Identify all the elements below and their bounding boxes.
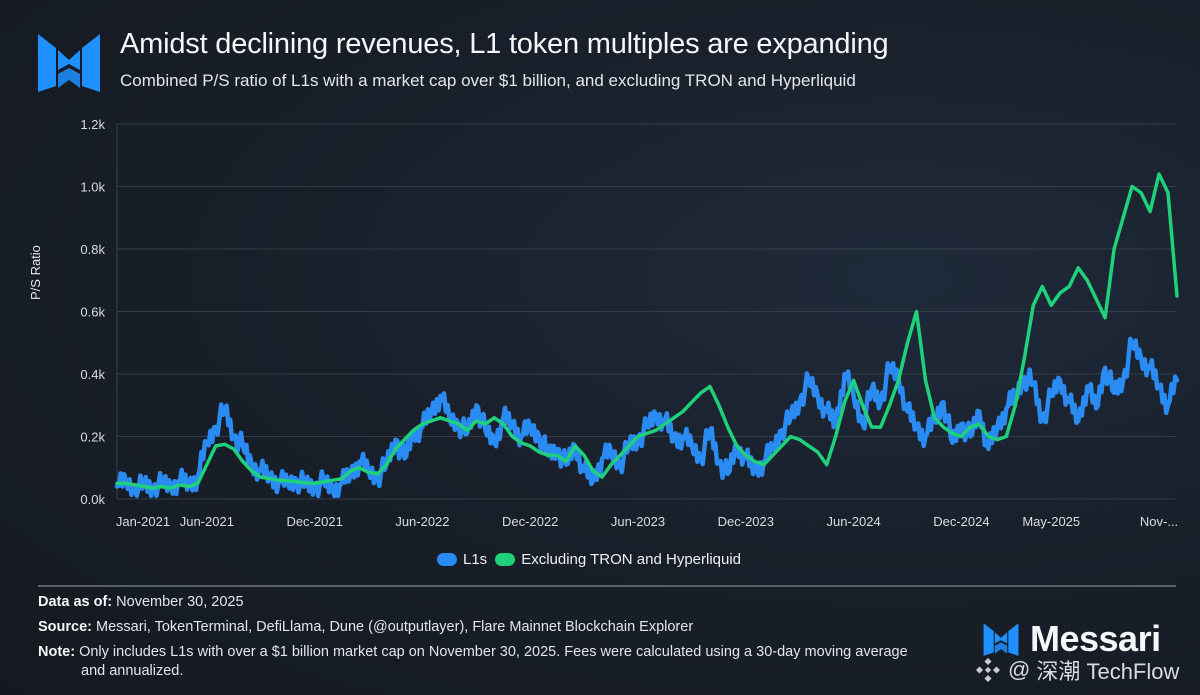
binance-diamond-icon xyxy=(976,658,1000,682)
source-value: Messari, TokenTerminal, DefiLlama, Dune … xyxy=(92,619,694,635)
y-tick-label: 0.6k xyxy=(80,305,105,320)
series-line-l1s xyxy=(114,336,1180,499)
data-as-of-label: Data as of: xyxy=(38,594,113,610)
series-lines xyxy=(114,172,1180,499)
methodology-note: Note: Only includes L1s with over a $1 b… xyxy=(38,643,978,681)
source-note: Source: Messari, TokenTerminal, DefiLlam… xyxy=(38,619,693,635)
y-tick-label: 1.0k xyxy=(80,180,105,195)
x-axis-ticks: Jan-2021 Jun-2021 Dec-2021 Jun-2022 Dec-2022… xyxy=(116,514,1178,529)
legend-item-excluding[interactable]: Excluding TRON and Hyperliquid xyxy=(495,551,741,568)
y-axis-ticks: 0.0k 0.2k 0.4k 0.6k 0.8k 1.0k 1.2k xyxy=(80,117,105,507)
x-tick-label: Jun-2022 xyxy=(395,514,449,529)
grid-lines xyxy=(116,123,1177,500)
watermark-at: @ xyxy=(1008,657,1031,682)
x-tick-label: Jan-2021 xyxy=(116,514,170,529)
x-tick-label: Dec-2024 xyxy=(933,514,989,529)
watermark: @ 深潮 TechFlow xyxy=(976,654,1179,686)
y-tick-label: 1.2k xyxy=(80,117,105,132)
chart-subtitle: Combined P/S ratio of L1s with a market … xyxy=(120,71,856,90)
x-tick-label: Jun-2023 xyxy=(611,514,665,529)
source-label: Source: xyxy=(38,619,92,635)
y-tick-label: 0.8k xyxy=(80,242,105,257)
legend-label-l1s: L1s xyxy=(463,551,488,568)
series-line-excluding xyxy=(115,172,1179,490)
footer-divider xyxy=(38,585,1176,587)
x-tick-label: Dec-2021 xyxy=(286,514,342,529)
x-tick-label: Jun-2024 xyxy=(827,514,881,529)
watermark-text: 深潮 TechFlow xyxy=(1036,659,1180,684)
note-continuation: and annualized. xyxy=(81,663,184,679)
x-tick-label: Dec-2023 xyxy=(718,514,774,529)
legend-label-excluding: Excluding TRON and Hyperliquid xyxy=(521,551,742,568)
x-tick-label: Nov-... xyxy=(1140,514,1178,529)
y-tick-label: 0.2k xyxy=(80,430,105,445)
x-tick-label: May-2025 xyxy=(1022,514,1080,529)
chart-title: Amidst declining revenues, L1 token mult… xyxy=(120,28,889,60)
brand-mark: Messari xyxy=(982,618,1161,660)
legend-item-l1s[interactable]: L1s xyxy=(437,551,487,568)
messari-brand-icon xyxy=(983,623,1019,656)
x-tick-label: Dec-2022 xyxy=(502,514,558,529)
legend: L1s Excluding TRON and Hyperliquid xyxy=(437,551,749,568)
legend-swatch-excluding xyxy=(495,553,516,566)
data-as-of-value: November 30, 2025 xyxy=(112,594,244,610)
note-value: Only includes L1s with over a $1 billion… xyxy=(75,644,908,660)
legend-swatch-l1s xyxy=(437,553,457,566)
data-as-of: Data as of: November 30, 2025 xyxy=(38,594,244,610)
chart-plot: 0.0k 0.2k 0.4k 0.6k 0.8k 1.0k 1.2k Jan-2021 Jun… xyxy=(80,117,1180,529)
messari-logo-icon xyxy=(38,34,100,92)
y-tick-label: 0.4k xyxy=(80,367,105,382)
y-tick-label: 0.0k xyxy=(80,492,105,507)
brand-name: Messari xyxy=(1030,618,1161,659)
x-tick-label: Jun-2021 xyxy=(180,514,234,529)
note-label: Note: xyxy=(38,644,76,660)
